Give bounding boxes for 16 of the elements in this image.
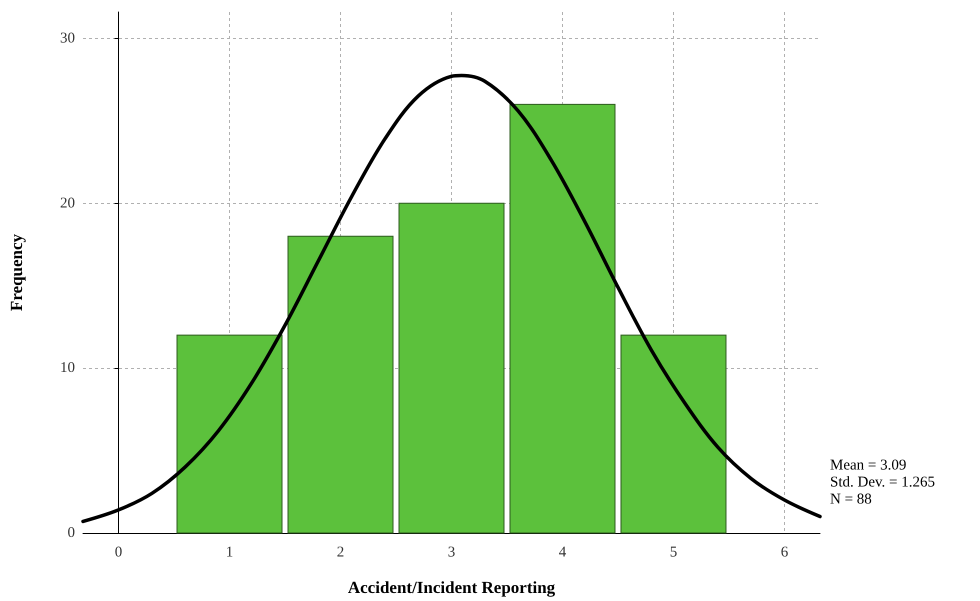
- y-axis-title: Frequency: [7, 233, 26, 312]
- y-tick-label: 20: [60, 195, 75, 212]
- x-tick-label: 5: [670, 544, 678, 560]
- x-tick-label: 2: [336, 544, 344, 560]
- y-tick-label: 0: [68, 525, 75, 541]
- x-tick-label: 3: [448, 544, 456, 560]
- x-tick-label: 4: [558, 544, 567, 560]
- x-axis-title: Accident/Incident Reporting: [348, 578, 556, 597]
- y-tick-label: 10: [60, 360, 75, 376]
- x-tick-label: 0: [114, 544, 122, 560]
- x-tick-label: 1: [226, 544, 234, 560]
- text: Std. Dev. = 1.265: [830, 474, 935, 490]
- y-tick-label: 30: [60, 30, 75, 46]
- text: N = 88: [830, 492, 872, 508]
- text: Mean = 3.09: [830, 458, 906, 474]
- x-tick-label: 6: [780, 544, 789, 560]
